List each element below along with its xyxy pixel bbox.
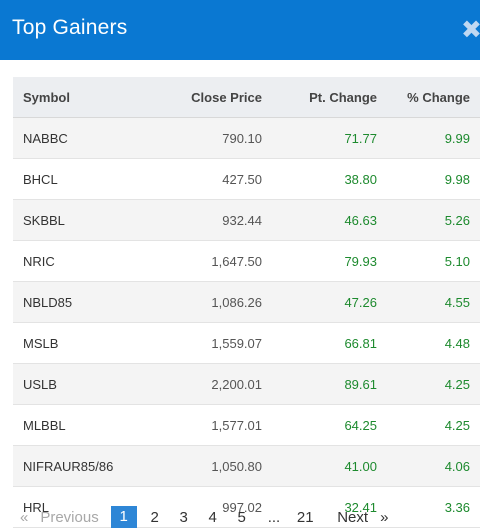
pct-change-cell: 4.48 [378,322,480,364]
pagination-ellipsis: ... [267,508,281,526]
column-header-symbol[interactable]: Symbol [13,77,144,118]
pt-change-cell: 38.80 [263,158,378,200]
pct-change-cell: 9.99 [378,117,480,159]
pt-change-cell: 47.26 [263,281,378,323]
pt-change-cell: 71.77 [263,117,378,159]
pt-change-cell: 64.25 [263,404,378,446]
table-row: HRL 997.02 32.41 3.36 [13,486,480,528]
dialog-header: Top Gainers ✖ [0,0,480,60]
double-chevron-left-icon: « [20,508,29,526]
close-price-cell: 1,050.80 [144,445,263,487]
pct-change-cell: 5.10 [378,240,480,282]
close-icon[interactable]: ✖ [461,16,480,44]
pt-change-cell: 41.00 [263,445,378,487]
pct-change-cell: 4.25 [378,404,480,446]
pct-change-cell: 5.26 [378,199,480,241]
previous-page-button[interactable]: « Previous [20,509,99,526]
page-button-3[interactable]: 3 [179,508,188,526]
pct-change-cell: 4.25 [378,363,480,405]
page-button-2[interactable]: 2 [150,508,159,526]
close-price-cell: 427.50 [144,158,263,200]
pct-change-cell: 3.36 [378,486,480,528]
page-button-21[interactable]: 21 [296,508,314,526]
pct-change-cell: 4.55 [378,281,480,323]
pt-change-cell: 79.93 [263,240,378,282]
symbol-cell: USLB [13,363,144,405]
close-price-cell: 997.02 [144,486,263,528]
table-header-row: Symbol Close Price Pt. Change % Change [13,77,480,118]
table-row: NRIC 1,647.50 79.93 5.10 [13,240,480,282]
table-row: NABBC 790.10 71.77 9.99 [13,117,480,159]
double-chevron-right-icon: » [380,508,389,526]
table-row: BHCL 427.50 38.80 9.98 [13,158,480,200]
table-row: MLBBL 1,577.01 64.25 4.25 [13,404,480,446]
close-price-cell: 932.44 [144,199,263,241]
previous-label: Previous [40,508,99,526]
pt-change-cell: 46.63 [263,199,378,241]
dialog-title: Top Gainers [12,16,128,39]
symbol-cell: NIFRAUR85/86 [13,445,144,487]
symbol-cell: MLBBL [13,404,144,446]
page-button-4[interactable]: 4 [208,508,217,526]
table-row: USLB 2,200.01 89.61 4.25 [13,363,480,405]
pt-change-cell: 89.61 [263,363,378,405]
table-row: SKBBL 932.44 46.63 5.26 [13,199,480,241]
page-button-5[interactable]: 5 [237,508,246,526]
table-row: NIFRAUR85/86 1,050.80 41.00 4.06 [13,445,480,487]
close-price-cell: 790.10 [144,117,263,159]
symbol-cell: BHCL [13,158,144,200]
table-row: MSLB 1,559.07 66.81 4.48 [13,322,480,364]
symbol-cell: NRIC [13,240,144,282]
table-row: NBLD85 1,086.26 47.26 4.55 [13,281,480,323]
symbol-cell: NABBC [13,117,144,159]
page-button-1[interactable]: 1 [110,506,137,528]
pct-change-cell: 4.06 [378,445,480,487]
close-price-cell: 1,647.50 [144,240,263,282]
close-price-cell: 1,559.07 [144,322,263,364]
close-price-cell: 2,200.01 [144,363,263,405]
column-header-pct-change[interactable]: % Change [378,77,480,118]
column-header-pt-change[interactable]: Pt. Change [263,77,378,118]
pct-change-cell: 9.98 [378,158,480,200]
pagination: « Previous 1 2 3 4 5 ... 21 Next » [20,505,388,529]
symbol-cell: NBLD85 [13,281,144,323]
next-label: Next [337,508,369,526]
pt-change-cell: 66.81 [263,322,378,364]
column-header-close-price[interactable]: Close Price [144,77,263,118]
symbol-cell: SKBBL [13,199,144,241]
next-page-button[interactable]: Next » [337,509,388,526]
close-price-cell: 1,086.26 [144,281,263,323]
close-price-cell: 1,577.01 [144,404,263,446]
symbol-cell: MSLB [13,322,144,364]
top-gainers-table: Symbol Close Price Pt. Change % Change N… [13,77,480,528]
pt-change-cell: 32.41 [263,486,378,528]
